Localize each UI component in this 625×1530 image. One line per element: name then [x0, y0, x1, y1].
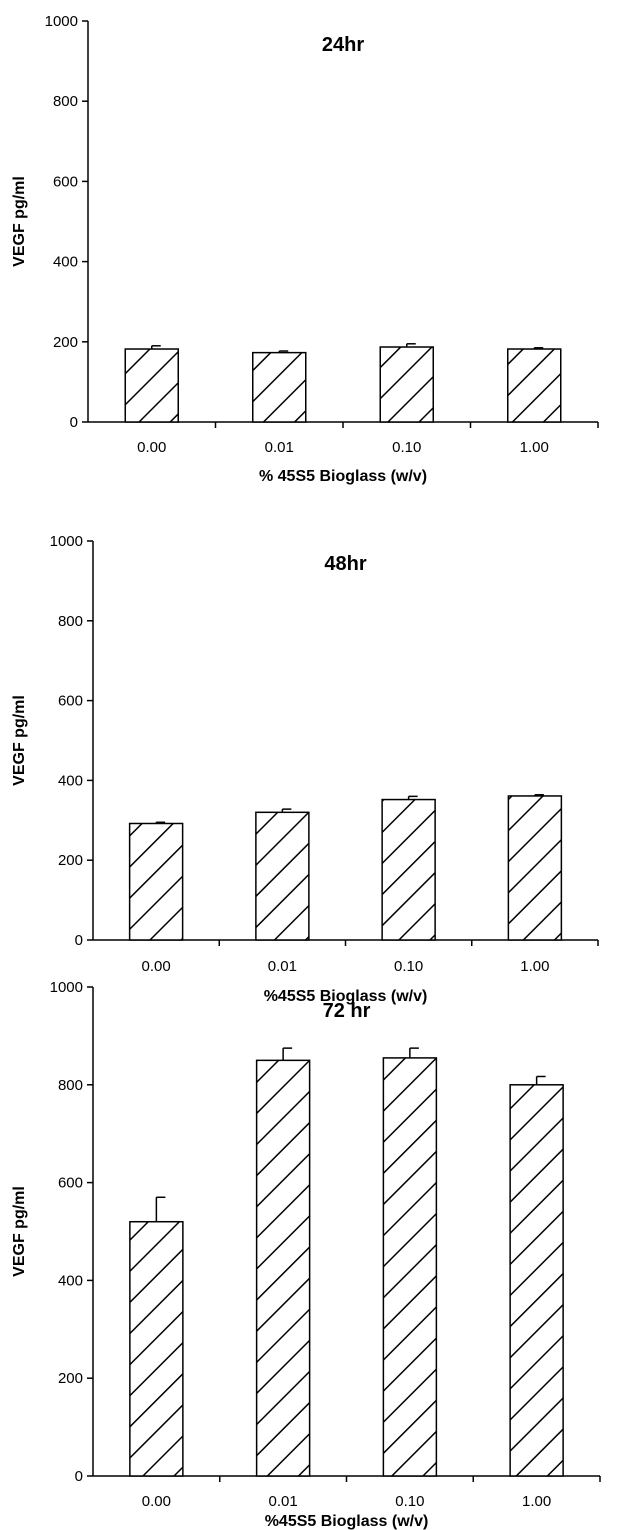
bar-0.01 — [255, 811, 310, 941]
y-tick-label: 600 — [53, 173, 78, 190]
chart-title: 48hr — [324, 553, 366, 575]
y-tick-label: 0 — [75, 932, 83, 949]
y-tick-label: 400 — [58, 1272, 83, 1289]
y-tick-label: 800 — [58, 613, 83, 630]
y-axis-label: VEGF pg/ml — [11, 1186, 28, 1277]
x-axis-label: %45S5 Bioglass (w/v) — [265, 1513, 429, 1530]
bar-1.00 — [507, 795, 563, 941]
bar-0.10 — [381, 798, 436, 941]
y-tick-label: 400 — [58, 772, 83, 789]
chart-title: 72 hr — [323, 1000, 371, 1022]
chart-title: 24hr — [322, 34, 364, 56]
bar-1.00 — [507, 348, 562, 423]
y-axis-label: VEGF pg/ml — [11, 695, 28, 786]
x-tick-label: 1.00 — [520, 439, 549, 456]
bar-0.10 — [382, 1057, 438, 1477]
bar-1.00 — [509, 1084, 564, 1477]
y-tick-label: 200 — [53, 334, 78, 351]
x-tick-label: 1.00 — [522, 1493, 551, 1510]
chart-panel-1: 0 200 400 600 800 1000 0.00 0.01 0.10 1.00 24hr % 4… — [11, 13, 599, 485]
y-tick-label: 800 — [58, 1077, 83, 1094]
x-axis-label: % 45S5 Bioglass (w/v) — [259, 468, 427, 485]
y-tick-label: 1000 — [50, 533, 83, 550]
y-tick-label: 200 — [58, 852, 83, 869]
x-tick-label: 0.10 — [395, 1493, 424, 1510]
bar-0.10 — [379, 346, 434, 423]
y-tick-label: 0 — [75, 1468, 83, 1485]
chart-panel-2: 0 200 400 600 800 1000 0.00 0.01 0.10 1.00 48hr %45… — [11, 533, 599, 1005]
y-tick-label: 0 — [70, 414, 78, 431]
y-tick-label: 600 — [58, 693, 83, 710]
x-tick-label: 0.00 — [142, 1493, 171, 1510]
bar-0.01 — [252, 351, 307, 423]
x-tick-label: 0.00 — [142, 958, 171, 975]
y-tick-label: 1000 — [45, 13, 78, 30]
bar-0.01 — [255, 1059, 311, 1477]
x-tick-label: 0.01 — [269, 1493, 298, 1510]
x-tick-label: 0.01 — [268, 958, 297, 975]
x-tick-label: 0.00 — [137, 439, 166, 456]
x-axis-label: %45S5 Bioglass (w/v) — [264, 988, 428, 1005]
bar-0.00 — [124, 348, 179, 423]
x-tick-label: 0.01 — [265, 439, 294, 456]
y-tick-label: 600 — [58, 1175, 83, 1192]
x-tick-label: 0.10 — [394, 958, 423, 975]
bar-0.00 — [128, 822, 184, 941]
bar-0.00 — [129, 1220, 184, 1477]
x-tick-label: 1.00 — [520, 958, 549, 975]
x-tick-label: 0.10 — [392, 439, 421, 456]
y-tick-label: 1000 — [50, 979, 83, 996]
y-tick-label: 800 — [53, 93, 78, 110]
y-tick-label: 400 — [53, 254, 78, 271]
y-tick-label: 200 — [58, 1370, 83, 1387]
y-axis-label: VEGF pg/ml — [11, 176, 28, 267]
